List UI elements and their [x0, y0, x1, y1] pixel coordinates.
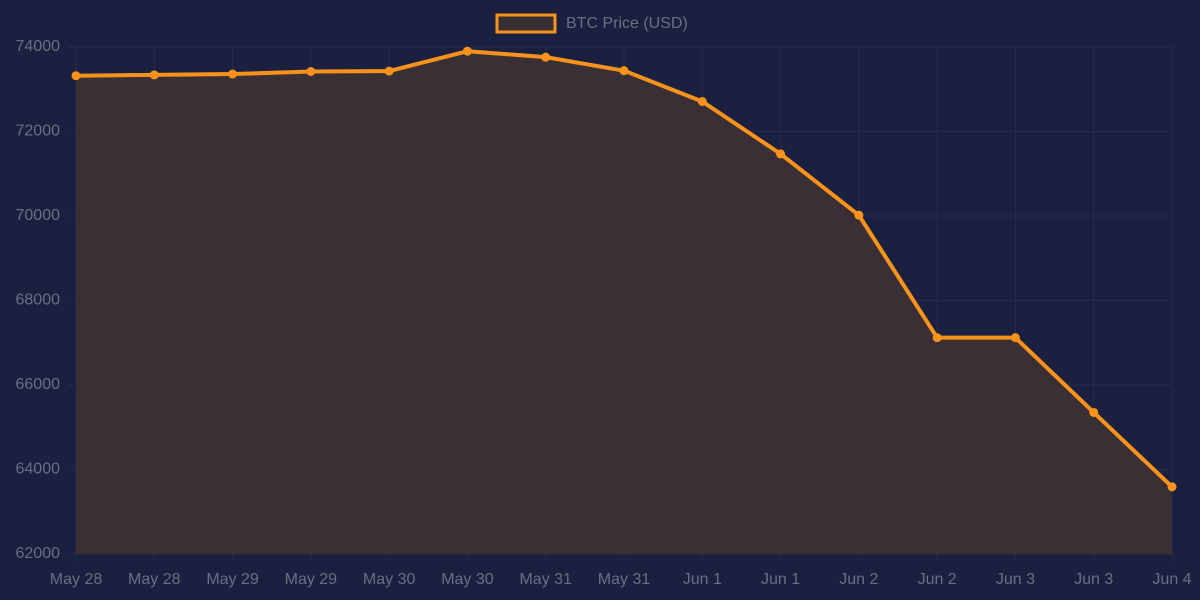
- x-tick-label: May 28: [128, 571, 181, 588]
- x-tick-label: Jun 3: [1074, 571, 1113, 588]
- area: [76, 51, 1172, 554]
- point: [1167, 482, 1177, 492]
- y-tick-label: 64000: [16, 461, 61, 478]
- point: [306, 67, 316, 77]
- point: [71, 71, 81, 81]
- point: [462, 46, 472, 56]
- point: [854, 210, 864, 220]
- legend-label: BTC Price (USD): [566, 15, 688, 32]
- x-tick-label: May 28: [50, 571, 103, 588]
- point: [1010, 333, 1020, 343]
- point: [776, 149, 786, 159]
- point: [1089, 407, 1099, 417]
- point: [932, 333, 942, 343]
- point: [384, 66, 394, 76]
- y-tick-label: 70000: [16, 207, 61, 224]
- y-tick-label: 68000: [16, 292, 61, 309]
- x-tick-label: May 30: [441, 571, 494, 588]
- legend-item[interactable]: BTC Price (USD): [495, 13, 688, 34]
- y-tick-label: 74000: [16, 38, 61, 55]
- x-tick-label: May 29: [206, 571, 259, 588]
- point: [149, 70, 159, 80]
- x-tick-label: May 29: [285, 571, 338, 588]
- x-tick-label: Jun 2: [918, 571, 957, 588]
- point: [541, 52, 551, 62]
- y-tick-label: 72000: [16, 123, 61, 140]
- y-tick-label: 62000: [16, 545, 61, 562]
- point: [697, 97, 707, 107]
- x-tick-label: Jun 4: [1152, 571, 1191, 588]
- x-tick-label: May 30: [363, 571, 416, 588]
- x-tick-label: May 31: [598, 571, 651, 588]
- x-tick-label: Jun 2: [839, 571, 878, 588]
- point: [228, 69, 238, 79]
- x-tick-label: May 31: [519, 571, 572, 588]
- legend-swatch: [495, 13, 557, 34]
- point: [619, 66, 629, 76]
- y-tick-label: 66000: [16, 376, 61, 393]
- x-tick-label: Jun 1: [761, 571, 800, 588]
- x-tick-label: Jun 3: [996, 571, 1035, 588]
- x-tick-label: Jun 1: [683, 571, 722, 588]
